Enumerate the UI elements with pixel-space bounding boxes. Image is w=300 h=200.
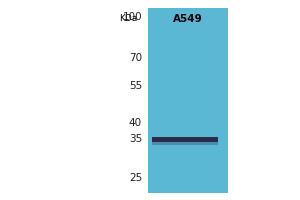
Bar (152, 137, 218, 142)
Text: 25: 25 (129, 173, 142, 183)
Text: 35: 35 (129, 134, 142, 144)
Bar (148, 8, 228, 193)
Bar (152, 142, 218, 145)
Text: 100: 100 (122, 12, 142, 22)
Text: 55: 55 (129, 81, 142, 91)
Text: 40: 40 (129, 118, 142, 128)
Text: A549: A549 (173, 14, 203, 24)
Text: KDa: KDa (119, 14, 137, 23)
Text: 70: 70 (129, 53, 142, 63)
